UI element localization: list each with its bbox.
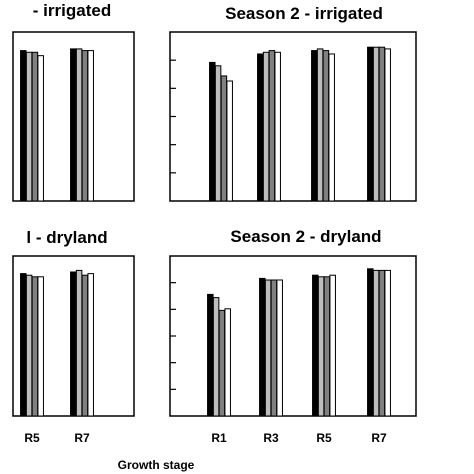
bar-R7-s4 (384, 48, 391, 202)
bar-R7-s1 (70, 271, 77, 417)
panel-title: Season 2 - dryland (230, 227, 381, 246)
bar-R7-s4 (87, 50, 94, 202)
panel-title: Season 2 - irrigated (225, 4, 383, 23)
bar-R5-s2 (25, 51, 33, 202)
panel-2: Season 2 - irrigated (169, 4, 417, 202)
bar-R1-s1 (209, 61, 216, 202)
bar-R5-s3 (322, 50, 330, 202)
bar-R5-s1 (311, 50, 318, 202)
bar-R1-s4 (224, 308, 231, 417)
bar-R3-s1 (257, 53, 264, 202)
bar-R7-s2 (75, 48, 83, 202)
x-tick-label: R3 (263, 431, 279, 445)
bar-R5-s4 (329, 274, 336, 417)
bar-R5-s2 (317, 276, 325, 417)
bar-R5-s1 (20, 273, 27, 417)
bar-R7-s4 (87, 273, 94, 417)
bar-R5-s4 (37, 55, 44, 202)
bar-R7-s1 (70, 48, 77, 202)
bar-R5-s3 (31, 276, 39, 417)
bar-R5-s1 (312, 274, 319, 417)
bar-R3-s1 (259, 277, 266, 417)
bar-R5-s4 (37, 276, 44, 417)
bar-R7-s3 (81, 274, 89, 417)
panel-title: - irrigated (33, 1, 111, 20)
panel-1: - irrigated (12, 1, 135, 202)
bar-R1-s4 (226, 80, 233, 202)
bar-R3-s2 (262, 51, 270, 202)
panel-4: Season 2 - dryland R1 R3 R5 R7 (169, 227, 417, 445)
bar-R1-s3 (220, 75, 228, 202)
bar-R3-s2 (264, 279, 272, 417)
bar-R7-s1 (367, 46, 374, 202)
x-axis-label: Growth stage (118, 458, 195, 472)
bar-R7-s2 (372, 46, 380, 202)
bar-R3-s4 (276, 279, 283, 417)
bar-R3-s3 (270, 279, 278, 417)
bar-R7-s3 (378, 46, 386, 202)
bar-R7-s4 (384, 269, 391, 417)
x-tick-label: R1 (211, 431, 227, 445)
bar-R5-s2 (316, 48, 324, 202)
bar-R7-s3 (81, 50, 89, 202)
bar-R7-s2 (75, 269, 83, 417)
bar-R1-s3 (218, 309, 226, 417)
x-tick-label: R7 (74, 431, 90, 445)
x-tick-label: R5 (24, 431, 40, 445)
bar-R7-s3 (378, 269, 386, 417)
bar-R5-s3 (31, 51, 39, 202)
bar-R5-s1 (20, 50, 27, 202)
bar-R5-s4 (328, 53, 335, 202)
chart-panels: - irrigated Season 2 - irrigated l - dryla… (12, 1, 417, 445)
bar-R3-s3 (268, 50, 276, 202)
panel-3: l - dryland R5 R7 (12, 228, 135, 445)
bar-R1-s1 (207, 293, 214, 417)
bar-R3-s4 (274, 51, 281, 202)
bar-R5-s2 (25, 274, 33, 417)
x-tick-label: R5 (316, 431, 332, 445)
bar-R1-s2 (212, 297, 220, 417)
bar-R7-s2 (372, 269, 380, 417)
bar-R7-s1 (367, 268, 374, 417)
bar-R1-s2 (214, 65, 222, 202)
panel-title: l - dryland (26, 228, 107, 247)
x-tick-label: R7 (371, 431, 387, 445)
bar-R5-s3 (323, 276, 331, 417)
